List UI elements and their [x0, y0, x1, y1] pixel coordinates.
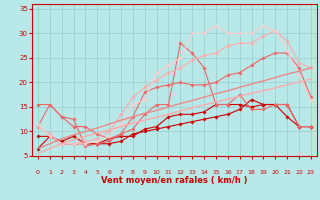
X-axis label: Vent moyen/en rafales ( km/h ): Vent moyen/en rafales ( km/h ) — [101, 176, 248, 185]
